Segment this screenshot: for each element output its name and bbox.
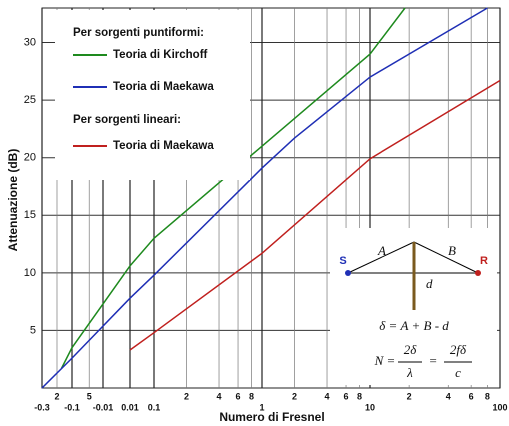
y-tick-label: 10: [24, 267, 36, 279]
receiver-dot: [475, 270, 481, 276]
fraction-denominator: c: [455, 365, 461, 380]
x-tick-label: 4: [217, 391, 222, 401]
y-tick-label: 5: [30, 324, 36, 336]
legend-header: Per sorgenti lineari:: [73, 114, 181, 126]
x-tick-label: 4: [446, 391, 451, 401]
fraction-denominator: λ: [406, 365, 413, 380]
fraction-numerator: 2fδ: [450, 342, 467, 357]
legend-label: Teoria di Maekawa: [113, 140, 214, 152]
x-tick-label: 10: [365, 402, 375, 412]
inset-diagram: S R A B d δ = A + B - d N = 2δ λ = 2fδ c: [330, 228, 497, 385]
y-tick-label: 25: [24, 94, 36, 106]
x-tick-label: 8: [357, 391, 362, 401]
path-a-line: [347, 241, 415, 274]
equals-sign: =: [429, 353, 438, 368]
series-line: [60, 7, 406, 369]
x-tick-label: 8: [485, 391, 490, 401]
source-dot: [345, 270, 351, 276]
x-tick-label: 5: [87, 391, 92, 401]
x-tick-label: 2: [184, 391, 189, 401]
receiver-label: R: [480, 255, 488, 267]
x-tick-label: 2: [54, 391, 59, 401]
source-label: S: [339, 255, 346, 267]
lines: [41, 7, 501, 389]
formula-delta: δ = A + B - d: [379, 318, 449, 333]
x-tick-label: 8: [249, 391, 254, 401]
x-tick-label: 0.1: [148, 402, 161, 412]
x-tick-label: -0.3: [34, 402, 50, 412]
distance-label: d: [426, 276, 433, 291]
x-tick-label: 6: [344, 391, 349, 401]
x-tick-label: 2: [292, 391, 297, 401]
x-tick-label: 4: [325, 391, 330, 401]
x-tick-label: -0.1: [64, 402, 80, 412]
y-tick-label: 15: [24, 209, 36, 221]
x-tick-label: 2: [407, 391, 412, 401]
legend-box: [55, 10, 250, 180]
y-axis-title: Attenuazione (dB): [6, 149, 20, 252]
path-b-line: [413, 241, 479, 274]
x-tick-label: 0.01: [121, 402, 139, 412]
formula-n-lhs: N =: [374, 353, 396, 368]
y-tick-label: 30: [24, 36, 36, 48]
path-a-label: A: [377, 243, 386, 258]
x-axis-title: Numero di Fresnel: [219, 410, 324, 424]
fraction-numerator: 2δ: [404, 342, 418, 357]
legend-label: Teoria di Kirchoff: [113, 49, 208, 61]
series-line: [129, 79, 501, 351]
x-tick-label: -0.01: [93, 402, 114, 412]
x-tick-label: 6: [469, 391, 474, 401]
legend-header: Per sorgenti puntiformi:: [73, 27, 204, 39]
x-tick-label: 1: [259, 402, 264, 412]
path-b-label: B: [448, 243, 456, 258]
legend: Per sorgenti puntiformi: Per sorgenti li…: [73, 27, 214, 152]
y-tick-label: 20: [24, 152, 36, 164]
legend-label: Teoria di Maekawa: [113, 81, 214, 93]
x-tick-label: 6: [236, 391, 241, 401]
x-tick-label: 100: [492, 402, 507, 412]
series-line: [41, 7, 488, 389]
